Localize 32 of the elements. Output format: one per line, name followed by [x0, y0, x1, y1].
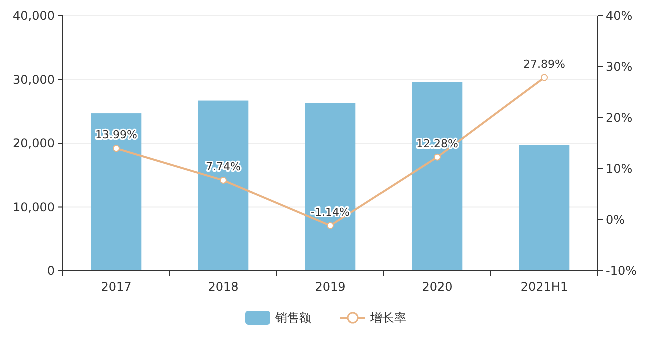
legend-label: 增长率 — [370, 311, 406, 325]
point — [327, 222, 334, 230]
y-tick-label: 40,000 — [13, 9, 55, 23]
x-tick-label: 2019 — [315, 280, 346, 294]
point — [113, 145, 120, 152]
bar — [305, 103, 356, 271]
point — [434, 154, 441, 161]
y2-tick-label: 10% — [606, 162, 633, 176]
data-label: 13.99% — [96, 128, 138, 142]
y-tick-label: 20,000 — [13, 136, 55, 150]
x-tick-label: 2020 — [422, 280, 453, 294]
data-label: 27.89% — [524, 58, 566, 71]
point — [541, 74, 548, 82]
y2-tick-label: -10% — [606, 264, 638, 278]
data-label: -1.14% — [311, 206, 350, 219]
y-tick-label: 0 — [47, 264, 55, 278]
data-label: 7.74% — [206, 160, 241, 174]
y2-tick-label: 30% — [606, 60, 633, 74]
bar — [412, 82, 463, 271]
y-tick-label: 10,000 — [13, 200, 55, 214]
x-tick-label: 2018 — [208, 280, 239, 294]
y-tick-label: 30,000 — [13, 72, 55, 87]
bar — [519, 145, 570, 271]
x-tick-label: 2021H1 — [520, 280, 568, 294]
legend-label: 销售额 — [274, 311, 312, 325]
y2-tick-label: 0% — [606, 213, 626, 227]
point — [220, 177, 227, 184]
bar — [91, 114, 142, 271]
y2-tick-label: 40% — [606, 9, 633, 23]
y2-tick-label: 20% — [606, 111, 633, 125]
x-tick-label: 2017 — [101, 280, 132, 294]
bar — [198, 100, 249, 271]
